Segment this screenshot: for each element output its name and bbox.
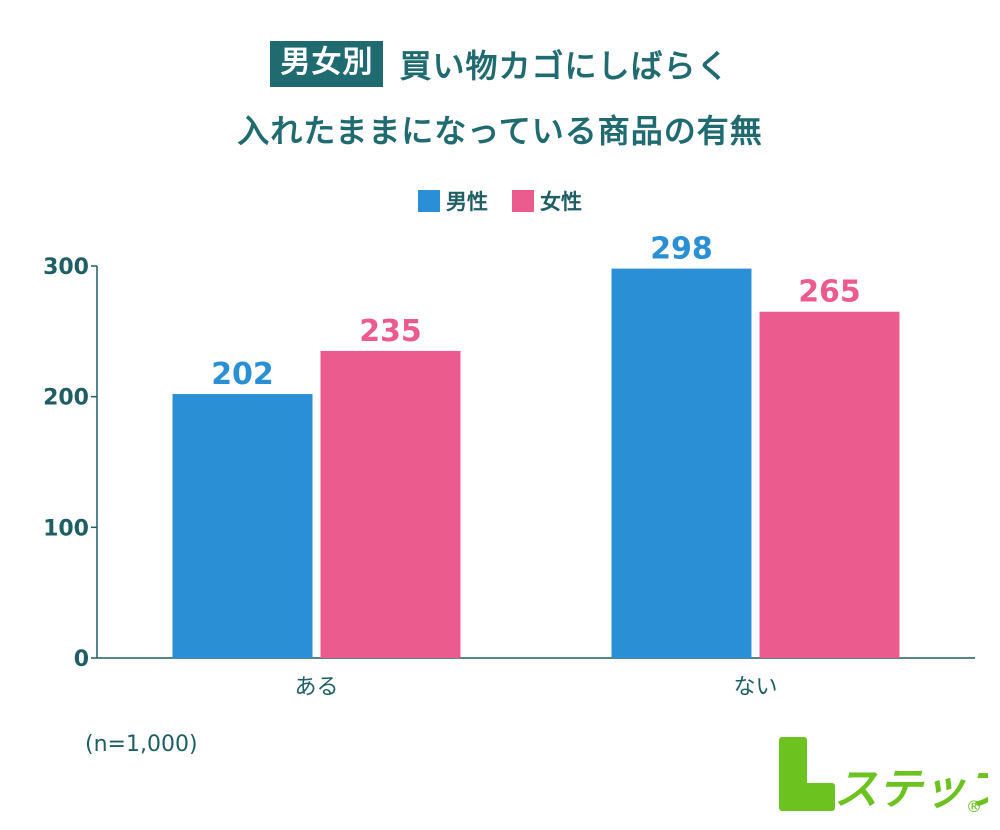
bar: [172, 394, 313, 658]
bar-value-label: 202: [211, 357, 274, 392]
legend-item-male: 男性: [418, 186, 488, 216]
legend-item-female: 女性: [512, 186, 582, 216]
bar-value-label: 298: [650, 232, 713, 267]
legend-swatch-female: [512, 190, 534, 212]
logo-l-icon: [779, 737, 835, 811]
title-badge: 男女別: [270, 41, 384, 87]
legend-swatch-male: [418, 190, 440, 212]
x-tick-label: ない: [733, 675, 777, 700]
y-tick-label: 100: [43, 516, 89, 541]
bar: [320, 350, 461, 658]
bar-value-label: 235: [359, 314, 422, 349]
chart-title: 男女別 買い物カゴにしばらく 入れたままになっている商品の有無: [0, 38, 1000, 152]
logo-text: ステップ: [834, 764, 988, 815]
legend-label-female: 女性: [540, 190, 582, 214]
logo-registered-mark: ®: [966, 797, 982, 816]
bar-value-label: 265: [798, 275, 861, 310]
y-tick-label: 200: [43, 386, 89, 411]
title-line-1: 買い物カゴにしばらく: [399, 47, 730, 85]
sample-size-note: (n=1,000): [85, 732, 198, 757]
bar: [759, 311, 900, 658]
bar: [611, 268, 752, 658]
y-tick-label: 0: [74, 647, 89, 672]
x-tick-label: ある: [294, 675, 338, 700]
lstep-logo: ステップ ®: [779, 737, 988, 816]
bar-chart: 0 100 200 300 202 235 ある 298 265 ない: [43, 232, 975, 700]
y-tick-label: 300: [43, 255, 89, 280]
legend: 男性 女性: [0, 186, 1000, 216]
title-line-2: 入れたままになっている商品の有無: [237, 112, 763, 150]
legend-label-male: 男性: [446, 190, 488, 214]
